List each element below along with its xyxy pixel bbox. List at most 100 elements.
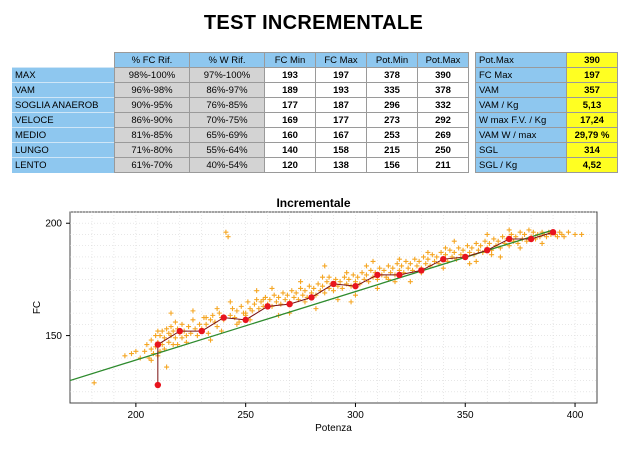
scatter-point xyxy=(267,297,273,303)
zone-name: LUNGO xyxy=(12,142,115,158)
scatter-point xyxy=(522,231,528,237)
scatter-point xyxy=(203,315,209,321)
x-tick-label: 250 xyxy=(237,410,254,421)
pot-min-cell: 335 xyxy=(366,82,418,98)
scatter-point xyxy=(298,279,304,285)
scatter-point xyxy=(179,321,185,327)
w-pct-cell: 70%-75% xyxy=(189,112,265,128)
scatter-point xyxy=(333,276,339,282)
chart-title: Incrementale xyxy=(276,196,351,210)
fc-min-cell: 120 xyxy=(264,157,316,173)
scatter-point xyxy=(186,324,192,330)
scatter-point xyxy=(337,279,343,285)
fc-max-cell: 177 xyxy=(315,112,367,128)
scatter-point xyxy=(363,272,369,278)
w-pct-cell: 65%-69% xyxy=(189,127,265,143)
scatter-point xyxy=(161,335,167,341)
step-point xyxy=(374,271,381,279)
table-row: LENTO 61%-70% 40%-54% 120 138 156 211 xyxy=(12,157,469,173)
scatter-point xyxy=(341,274,347,280)
scatter-point xyxy=(414,263,420,269)
scatter-point xyxy=(197,321,203,327)
scatter-point xyxy=(442,252,448,258)
scatter-point xyxy=(469,245,475,251)
step-point xyxy=(396,271,403,279)
scatter-point xyxy=(144,342,150,348)
scatter-point xyxy=(377,265,383,271)
zones-header-row: % FC Rif. % W Rif. FC Min FC Max Pot.Min… xyxy=(12,52,469,68)
scatter-point xyxy=(170,328,176,334)
scatter-point xyxy=(190,308,196,314)
col-fc-rif: % FC Rif. xyxy=(114,52,190,68)
stat-row: SGL 314 xyxy=(475,142,618,158)
scatter-point xyxy=(168,324,174,330)
scatter-point xyxy=(133,348,139,354)
scatter-point xyxy=(208,337,214,343)
scatter-point xyxy=(508,231,514,237)
zone-name: LENTO xyxy=(12,157,115,173)
scatter-point xyxy=(216,310,222,316)
pot-max-cell: 250 xyxy=(417,142,469,158)
step-point xyxy=(352,282,359,290)
y-axis-label: FC xyxy=(32,301,43,314)
fc-min-cell: 169 xyxy=(264,112,316,128)
scatter-point xyxy=(276,294,282,300)
scatter-point xyxy=(148,357,154,363)
zone-name: VAM xyxy=(12,82,115,98)
step-point xyxy=(549,229,557,236)
scatter-point xyxy=(412,256,418,262)
scatter-point xyxy=(381,267,387,273)
stat-row: Pot.Max 390 xyxy=(475,52,618,68)
fc-max-cell: 138 xyxy=(315,157,367,173)
scatter-point xyxy=(399,263,405,269)
x-axis-label: Potenza xyxy=(315,423,352,434)
stat-row: VAM 357 xyxy=(475,82,618,98)
scatter-point xyxy=(172,319,178,325)
scatter-point xyxy=(539,240,545,246)
scatter-point xyxy=(390,265,396,271)
scatter-point xyxy=(517,245,523,251)
scatter-point xyxy=(464,243,470,249)
scatter-point xyxy=(254,288,260,294)
scatter-point xyxy=(227,299,233,305)
stat-row: VAM W / max 29,79 % xyxy=(475,127,618,143)
scatter-point xyxy=(482,238,488,244)
scatter-point xyxy=(458,252,464,258)
pot-max-cell: 292 xyxy=(417,112,469,128)
scatter-point xyxy=(256,306,262,312)
scatter-point xyxy=(153,333,159,339)
col-pot-max: Pot.Max xyxy=(417,52,469,68)
stat-value: 4,52 xyxy=(566,157,618,173)
scatter-point xyxy=(447,247,453,253)
scatter-point xyxy=(429,252,435,258)
scatter-point xyxy=(486,240,492,246)
scatter-point xyxy=(190,317,196,323)
scatter-point xyxy=(500,234,506,240)
scatter-point xyxy=(157,333,163,339)
scatter-point xyxy=(416,258,422,264)
scatter-point xyxy=(313,306,319,312)
scatter-point xyxy=(164,326,170,332)
scatter-point xyxy=(438,249,444,255)
fc-pct-cell: 90%-95% xyxy=(114,97,190,113)
step-point xyxy=(462,253,469,261)
scatter-point xyxy=(484,231,490,237)
page-title: TEST INCREMENTALE xyxy=(203,12,424,34)
scatter-point xyxy=(572,231,578,237)
stat-label: SGL xyxy=(475,142,567,158)
scatter-point xyxy=(188,330,194,336)
zone-name: VELOCE xyxy=(12,112,115,128)
stat-label: VAM xyxy=(475,82,567,98)
scatter-point xyxy=(561,234,567,240)
col-fc-min: FC Min xyxy=(264,52,316,68)
scatter-point xyxy=(440,265,446,271)
scatter-point xyxy=(530,229,536,235)
scatter-point xyxy=(234,308,240,314)
scatter-point xyxy=(91,380,97,386)
scatter-point xyxy=(192,326,198,332)
scatter-point xyxy=(460,247,466,253)
stat-value: 357 xyxy=(566,82,618,98)
step-point xyxy=(220,314,227,321)
w-pct-cell: 40%-54% xyxy=(189,157,265,173)
